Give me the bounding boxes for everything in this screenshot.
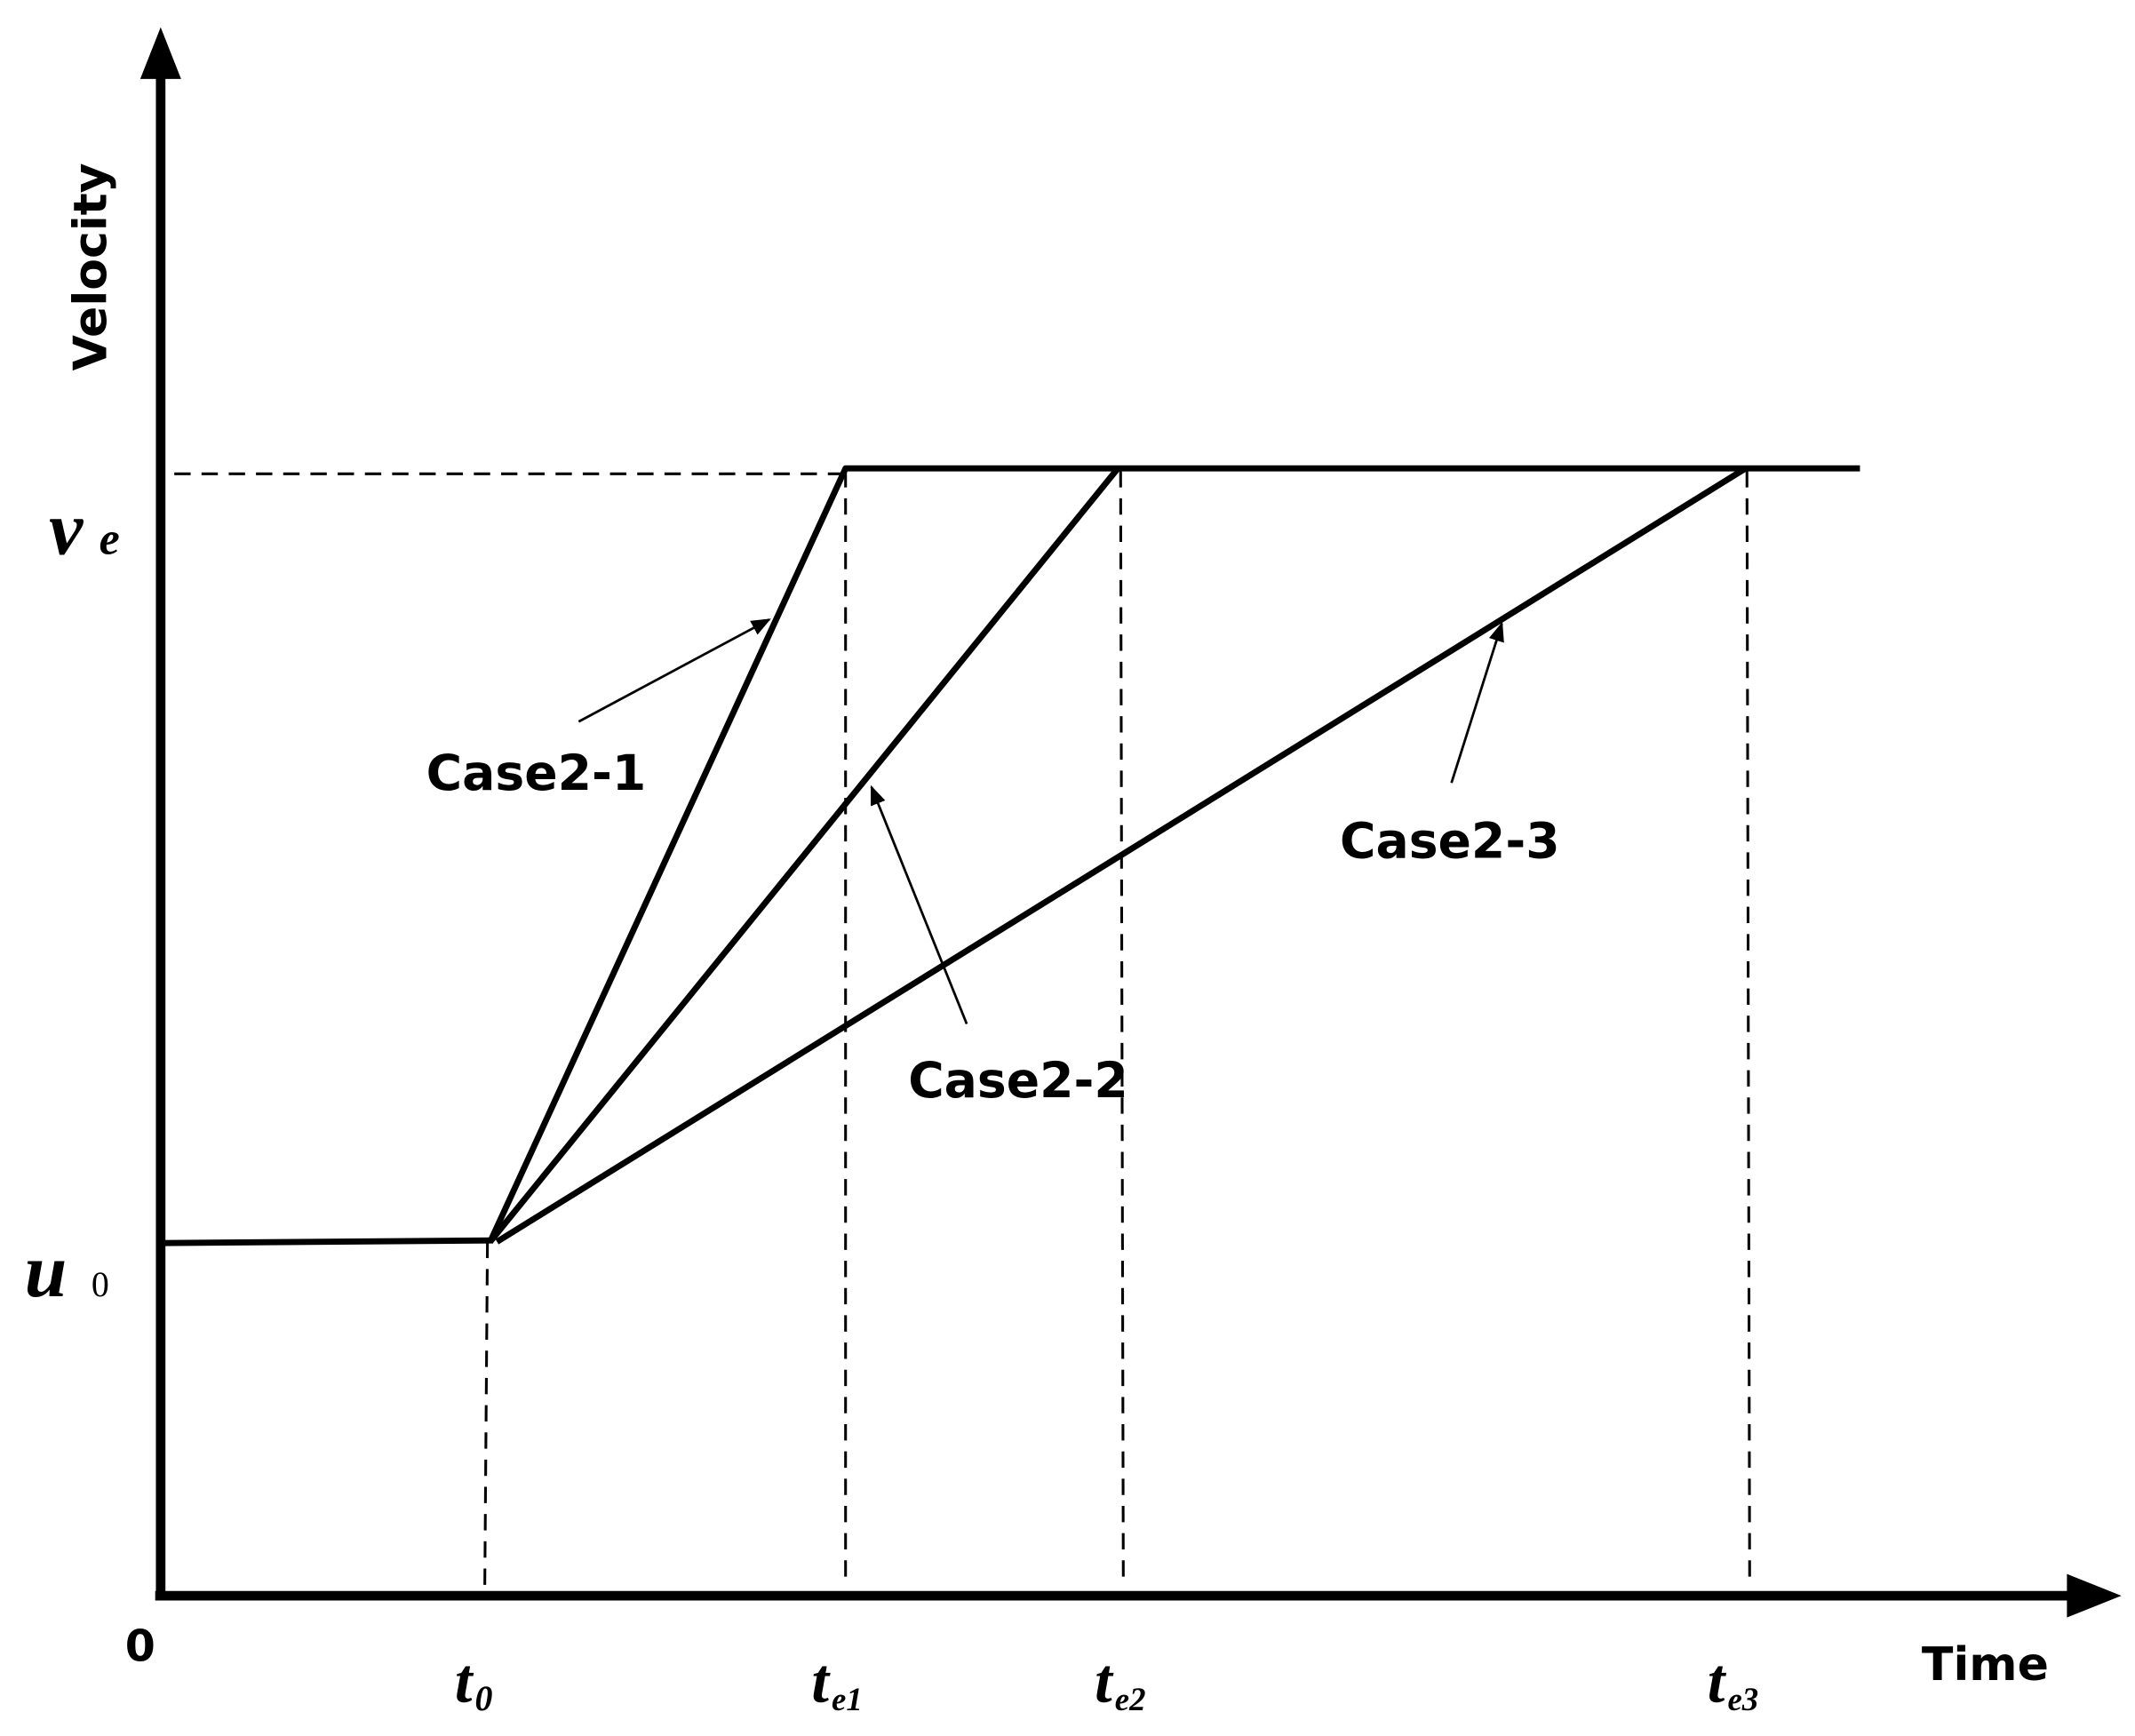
symbol: t <box>1095 1647 1114 1716</box>
case2-3-curve <box>495 466 1748 1245</box>
origin-label: 0 <box>125 1621 155 1672</box>
symbol: t <box>1708 1647 1727 1716</box>
te2-label: t e2 <box>1095 1647 1145 1717</box>
subscript: e3 <box>1727 1681 1758 1717</box>
y-axis-arrow <box>139 27 181 79</box>
te3-guide <box>1745 471 1751 1582</box>
initial-velocity-line <box>160 1237 493 1246</box>
case2-3-pointer <box>1450 621 1504 784</box>
symbol: t <box>455 1647 474 1716</box>
x-axis-label: Time <box>1922 1638 2049 1692</box>
te2-guide <box>1119 471 1125 1582</box>
case2-1-curve <box>487 465 1860 1244</box>
case2-2-pointer <box>870 784 968 1024</box>
subscript: 0 <box>475 1678 493 1718</box>
case-label: Case2-3 <box>1340 814 1560 871</box>
subscript: e <box>100 514 120 565</box>
symbol: u <box>25 1229 68 1313</box>
y-axis-label: Velocity <box>65 163 118 370</box>
te3-label: t e3 <box>1708 1647 1758 1717</box>
case-label: Case2-2 <box>908 1053 1128 1110</box>
subscript: e1 <box>832 1681 863 1717</box>
case2-1-pointer <box>578 618 771 723</box>
case2-2-curve <box>488 466 1120 1244</box>
symbol: t <box>811 1647 831 1716</box>
te1-label: t e1 <box>811 1647 862 1717</box>
x-axis-arrow <box>2067 1573 2122 1618</box>
subscript: 0 <box>92 1264 109 1304</box>
case-label: Case2-1 <box>426 745 647 802</box>
symbol: v <box>49 487 84 571</box>
subscript: e2 <box>1115 1681 1146 1717</box>
t0-guide <box>483 1241 490 1594</box>
